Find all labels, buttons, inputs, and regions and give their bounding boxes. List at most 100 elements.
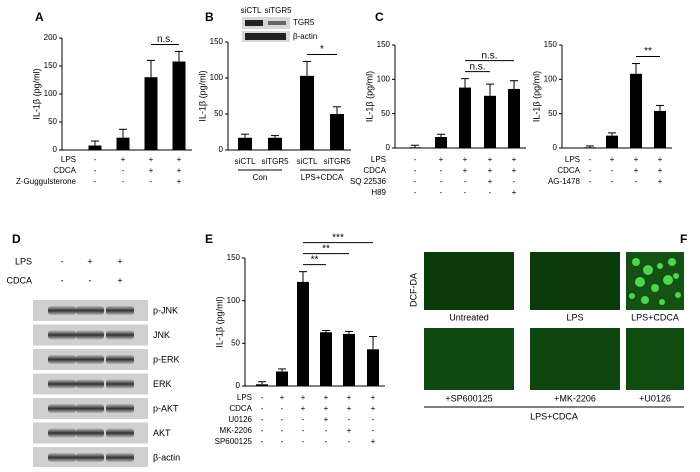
y-tick-label: 100 <box>544 74 558 83</box>
treatment-sign: - <box>325 437 328 446</box>
band-label: ERK <box>153 379 172 389</box>
treatment-sign: + <box>177 166 182 175</box>
treatment-sign: - <box>414 155 417 164</box>
treatment-sign: - <box>281 415 284 424</box>
treatment-sign: - <box>589 166 592 175</box>
bar <box>654 110 666 148</box>
row-label: LPS <box>565 155 580 164</box>
lane-label: siTGR5 <box>264 6 292 15</box>
bar <box>116 137 130 150</box>
blot-band <box>48 355 76 364</box>
band-label: β-actin <box>293 32 317 41</box>
row-label: LPS <box>15 256 32 266</box>
treatment-sign: + <box>512 188 517 197</box>
panel-label: D <box>12 232 21 246</box>
significance-label: ** <box>644 46 652 57</box>
bar <box>320 332 332 386</box>
treatment-sign: - <box>61 275 64 285</box>
y-tick-label: 100 <box>44 89 58 98</box>
treatment-sign: + <box>371 404 376 413</box>
treatment-sign: + <box>347 426 352 435</box>
bar <box>435 137 447 148</box>
bar <box>276 371 288 386</box>
blot-band <box>76 453 104 462</box>
treatment-sign: - <box>261 393 264 402</box>
y-axis-label: IL-1β (pg/ml) <box>364 71 374 122</box>
treatment-sign: + <box>610 155 615 164</box>
treatment-sign: + <box>488 155 493 164</box>
blot-band <box>106 453 134 462</box>
row-label: H89 <box>371 188 386 197</box>
treatment-sign: - <box>348 415 351 424</box>
blot-band <box>106 379 134 389</box>
treatment-sign: - <box>122 177 125 186</box>
blot-band <box>76 330 104 340</box>
western-blot: LPS - + + CDCA - - + p-JNK JNK p-ERK ERK p-AKT AKT β-a… <box>6 256 180 468</box>
band-label: JNK <box>153 330 170 340</box>
band-label: p-AKT <box>153 403 179 413</box>
y-tick-label: 150 <box>377 40 391 49</box>
treatment-sign: - <box>611 166 614 175</box>
y-tick-label: 150 <box>44 61 58 70</box>
panel-label: B <box>205 10 214 24</box>
row-label: Z-Guggulsterone <box>16 177 77 186</box>
treatment-sign: - <box>372 415 375 424</box>
treatment-sign: - <box>150 177 153 186</box>
blot-band <box>48 404 76 413</box>
image-label: LPS+CDCA <box>631 312 679 322</box>
blot-band <box>106 355 134 364</box>
y-axis-label: IL-1β (pg/ml) <box>531 71 541 122</box>
treatment-sign: - <box>489 188 492 197</box>
significance-label: ** <box>311 254 319 265</box>
treatment-sign: + <box>512 166 517 175</box>
y-tick-label: 100 <box>227 296 241 305</box>
row-label: CDCA <box>53 166 76 175</box>
band-label: AKT <box>153 428 171 438</box>
treatment-sign: - <box>440 166 443 175</box>
treatment-sign: - <box>372 426 375 435</box>
treatment-sign: + <box>121 155 126 164</box>
treatment-sign: - <box>94 155 97 164</box>
y-tick-label: 150 <box>227 253 241 262</box>
row-label: LPS <box>371 155 386 164</box>
treatment-sign: - <box>89 275 92 285</box>
treatment-sign: + <box>371 437 376 446</box>
x-tick-label: siTGR5 <box>261 157 289 166</box>
row-label: LPS <box>237 393 252 402</box>
band-label: TGR5 <box>293 18 315 27</box>
bar <box>343 333 355 386</box>
treatment-sign: - <box>94 166 97 175</box>
blot-band <box>48 453 76 462</box>
treatment-sign: + <box>324 404 329 413</box>
y-tick-label: 0 <box>386 143 391 152</box>
treatment-sign: - <box>464 177 467 186</box>
panel-label: E <box>205 232 213 246</box>
bar <box>256 384 268 386</box>
treatment-sign: + <box>658 166 663 175</box>
blot-band <box>48 306 76 315</box>
bar <box>459 87 471 148</box>
x-tick-label: siCTL <box>235 157 256 166</box>
treatment-sign: + <box>463 166 468 175</box>
fluorescence-image <box>530 252 620 310</box>
y-tick-label: 0 <box>219 145 224 154</box>
treatment-sign: - <box>122 166 125 175</box>
row-label: SP600125 <box>215 437 253 446</box>
treatment-sign: - <box>94 177 97 186</box>
treatment-sign: + <box>439 155 444 164</box>
bar <box>88 145 102 150</box>
treatment-sign: + <box>463 155 468 164</box>
treatment-sign: + <box>301 393 306 402</box>
significance-label: n.s. <box>469 61 485 72</box>
significance-label: n.s. <box>481 50 497 61</box>
bar <box>330 114 344 150</box>
treatment-sign: - <box>281 404 284 413</box>
y-tick-label: 150 <box>210 37 224 46</box>
bar <box>268 137 282 150</box>
fluorescence-image <box>424 252 514 310</box>
blot-band <box>245 20 263 26</box>
row-label: CDCA <box>6 275 32 285</box>
row-label: SQ 22536 <box>350 177 387 186</box>
blot-band <box>245 33 286 40</box>
significance-label: *** <box>332 232 344 243</box>
